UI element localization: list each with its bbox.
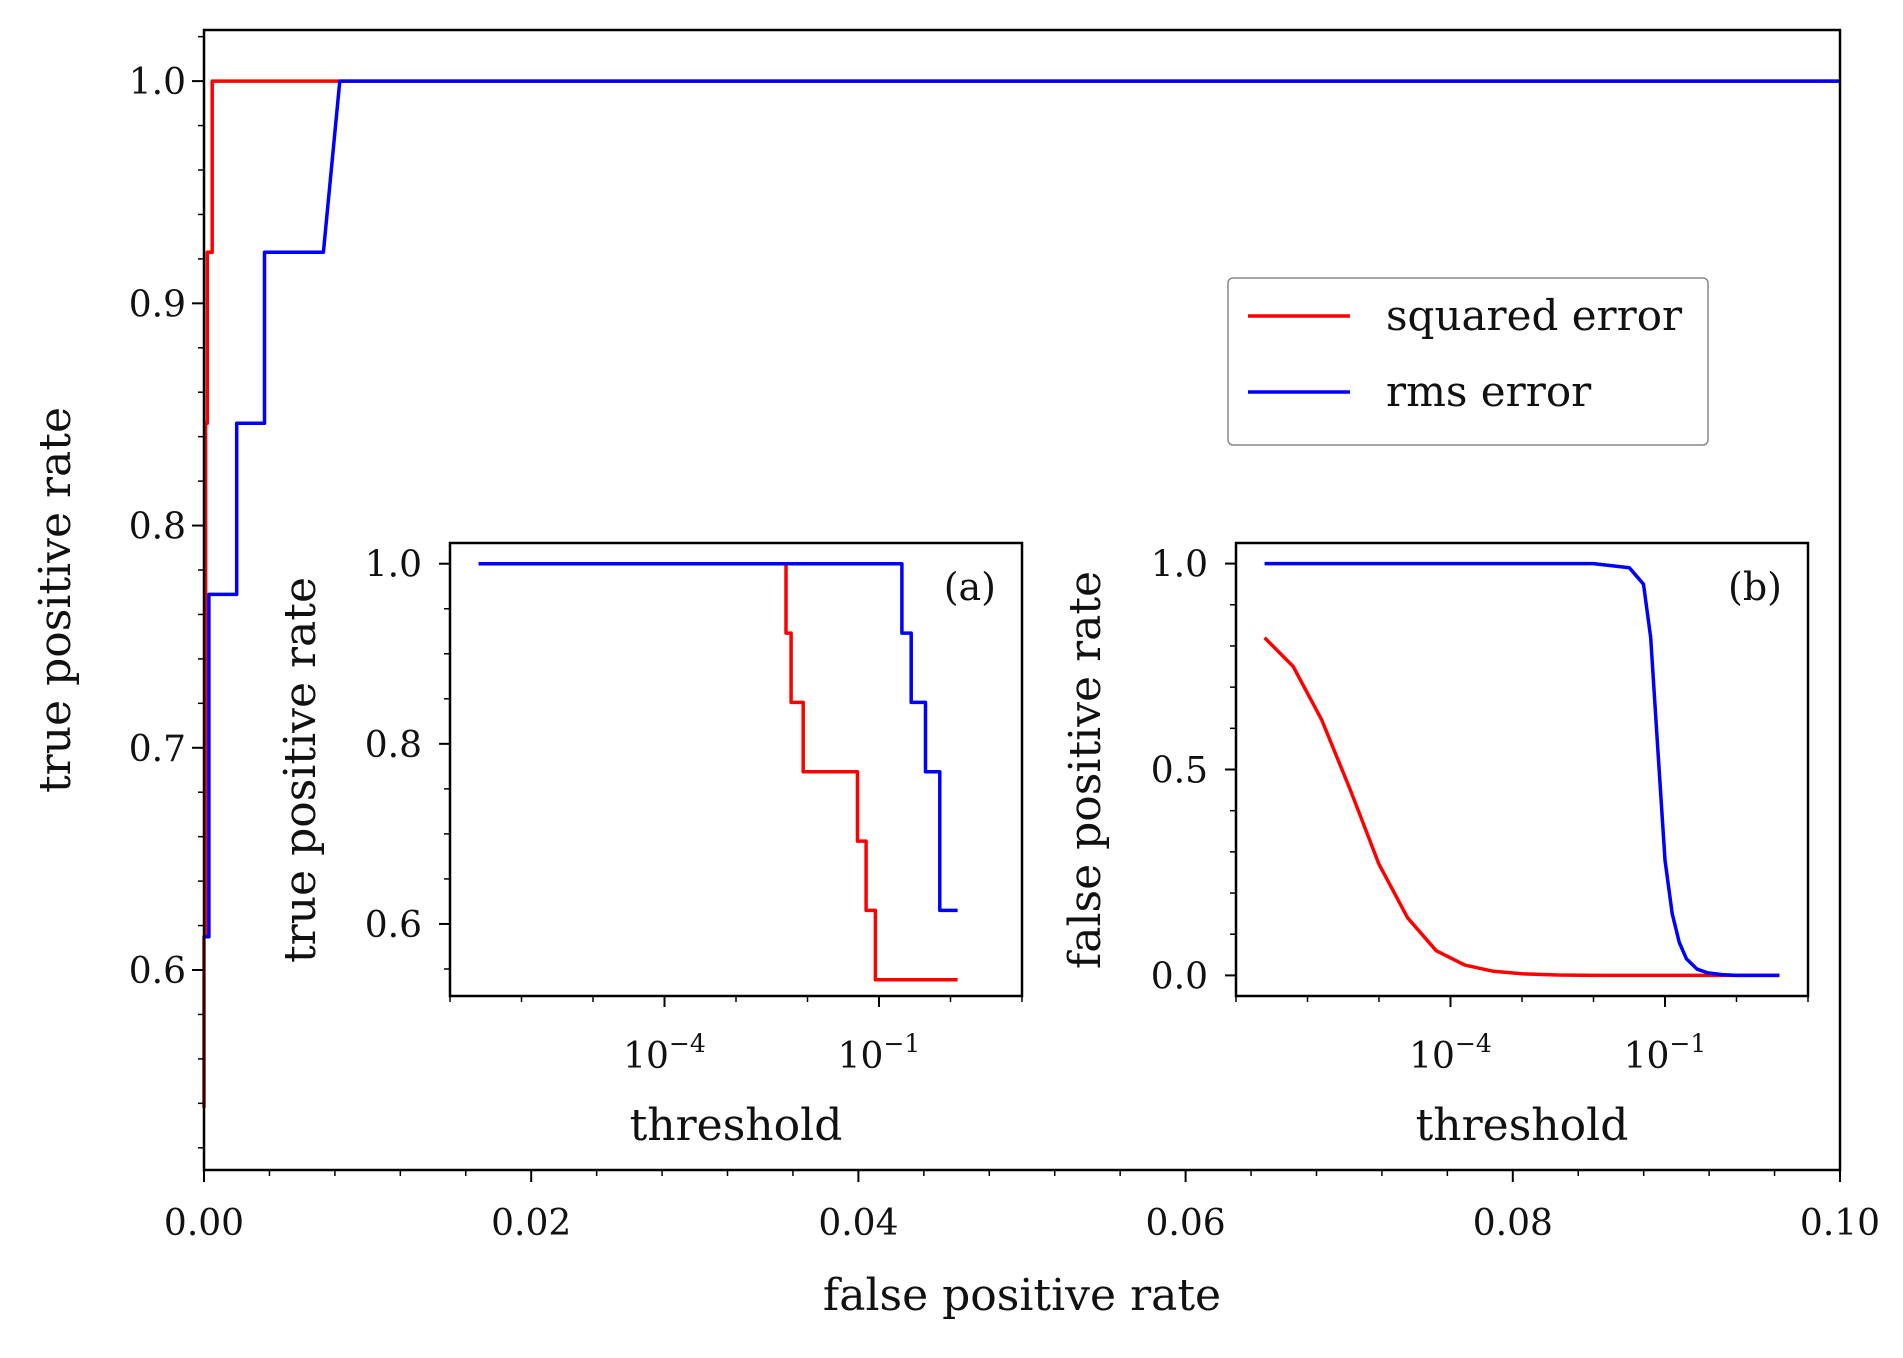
inset-b-y-ticks xyxy=(1225,562,1236,977)
main-y-ticks xyxy=(192,35,204,1149)
inset-b-x-tick-label: 10−4 xyxy=(1409,1029,1492,1077)
main-y-tick-label: 0.9 xyxy=(129,284,186,325)
main-y-tick-label: 0.6 xyxy=(129,951,186,992)
inset-a-panel-label: (a) xyxy=(944,565,996,609)
legend-label-squared-error: squared error xyxy=(1386,291,1683,340)
main-y-tick-label: 0.7 xyxy=(129,729,186,770)
main-y-tick-label: 0.8 xyxy=(129,507,186,548)
inset-b-y-tick-label: 0.0 xyxy=(1151,956,1208,997)
main-y-axis-label: true positive rate xyxy=(30,407,81,793)
main-x-tick-labels: 0.00 0.02 0.04 0.06 0.08 0.10 xyxy=(164,1203,1880,1244)
legend: squared error rms error xyxy=(1227,277,1709,446)
main-x-axis-label: false positive rate xyxy=(823,1270,1221,1321)
inset-b-series-group xyxy=(1263,561,1780,978)
inset-a: 10−4 10−1 0.6 0.8 1.0 threshold true pos… xyxy=(275,541,1024,1151)
inset-b: 10−4 10−1 0.0 0.5 1.0 threshold false po… xyxy=(1060,541,1810,1151)
main-x-tick-label: 0.10 xyxy=(1800,1203,1880,1244)
inset-a-y-tick-labels: 0.6 0.8 1.0 xyxy=(365,545,422,946)
legend-box xyxy=(1227,277,1709,446)
inset-a-series-group xyxy=(478,561,958,982)
inset-a-background xyxy=(450,543,1022,996)
main-x-tick-label: 0.00 xyxy=(164,1203,244,1244)
inset-a-x-ticks xyxy=(449,996,1023,1007)
legend-label-rms-error: rms error xyxy=(1386,367,1592,416)
inset-a-x-tick-labels: 10−4 10−1 xyxy=(623,1029,920,1077)
inset-b-y-tick-labels: 0.0 0.5 1.0 xyxy=(1151,545,1208,998)
inset-a-y-tick-label: 0.8 xyxy=(365,725,422,766)
inset-b-series-rms-error xyxy=(1264,561,1780,978)
inset-a-x-axis-label: threshold xyxy=(630,1100,843,1151)
inset-b-panel-label: (b) xyxy=(1728,565,1782,609)
main-plot: 0.00 0.02 0.04 0.06 0.08 0.10 0.6 0.7 0.… xyxy=(30,28,1880,1321)
main-series-rms-error xyxy=(204,79,1840,939)
inset-b-y-axis-label: false positive rate xyxy=(1060,571,1111,969)
main-x-tick-label: 0.08 xyxy=(1473,1203,1553,1244)
inset-b-background xyxy=(1236,543,1808,996)
main-y-tick-labels: 0.6 0.7 0.8 0.9 1.0 xyxy=(129,62,186,992)
inset-b-x-tick-labels: 10−4 10−1 xyxy=(1409,1029,1706,1077)
inset-b-x-axis-label: threshold xyxy=(1416,1100,1629,1151)
inset-b-series-squared-error xyxy=(1263,636,1780,978)
inset-a-x-tick-label: 10−1 xyxy=(838,1029,921,1077)
inset-a-x-tick-label: 10−4 xyxy=(623,1029,706,1077)
inset-b-y-tick-label: 1.0 xyxy=(1151,545,1208,586)
inset-b-x-ticks xyxy=(1235,996,1809,1007)
main-x-ticks xyxy=(203,1170,1841,1182)
inset-a-y-axis-label: true positive rate xyxy=(275,577,326,963)
main-x-tick-label: 0.02 xyxy=(491,1203,571,1244)
main-x-tick-label: 0.04 xyxy=(818,1203,898,1244)
inset-a-series-squared-error xyxy=(478,561,958,982)
inset-a-series-rms-error xyxy=(478,561,958,913)
inset-b-x-tick-label: 10−1 xyxy=(1624,1029,1707,1077)
main-y-tick-label: 1.0 xyxy=(129,62,186,103)
inset-a-y-ticks xyxy=(439,562,450,970)
main-plot-frame xyxy=(202,28,1842,1172)
main-x-tick-label: 0.06 xyxy=(1146,1203,1226,1244)
inset-b-y-tick-label: 0.5 xyxy=(1151,751,1208,792)
inset-a-y-tick-label: 0.6 xyxy=(365,905,422,946)
inset-a-y-tick-label: 1.0 xyxy=(365,545,422,586)
